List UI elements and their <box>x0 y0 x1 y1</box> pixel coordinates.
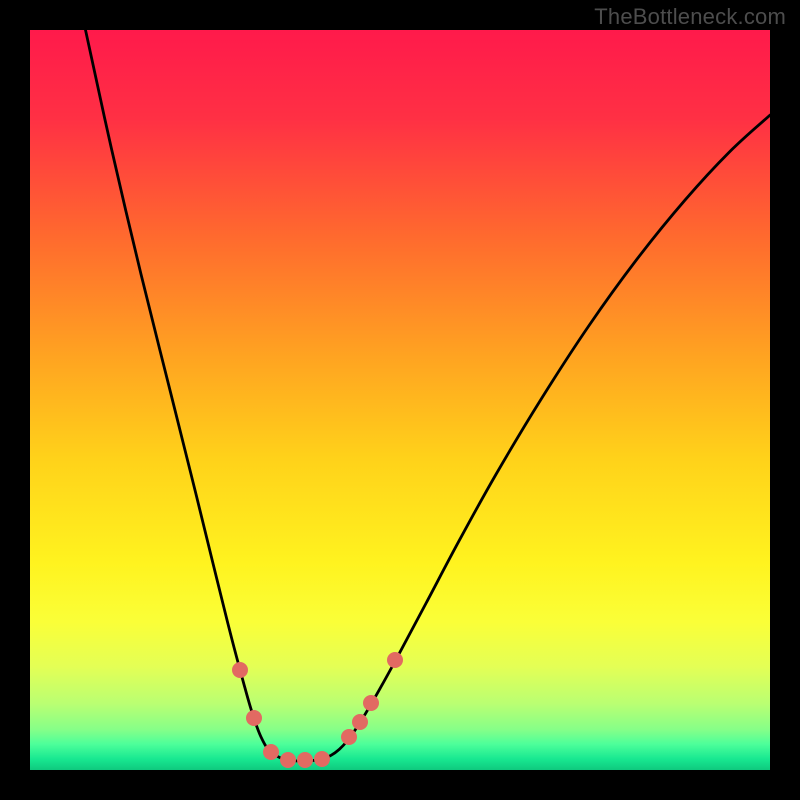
data-marker <box>263 744 279 760</box>
data-marker <box>387 652 403 668</box>
data-marker <box>232 662 248 678</box>
data-marker <box>363 695 379 711</box>
data-marker <box>314 751 330 767</box>
chart-stage: TheBottleneck.com <box>0 0 800 800</box>
data-marker <box>297 752 313 768</box>
right-branch-line <box>302 115 770 761</box>
data-marker <box>246 710 262 726</box>
data-marker <box>341 729 357 745</box>
data-marker <box>280 752 296 768</box>
watermark-text: TheBottleneck.com <box>594 4 786 30</box>
data-marker <box>352 714 368 730</box>
plot-area <box>30 30 770 770</box>
left-branch-line <box>86 30 303 761</box>
